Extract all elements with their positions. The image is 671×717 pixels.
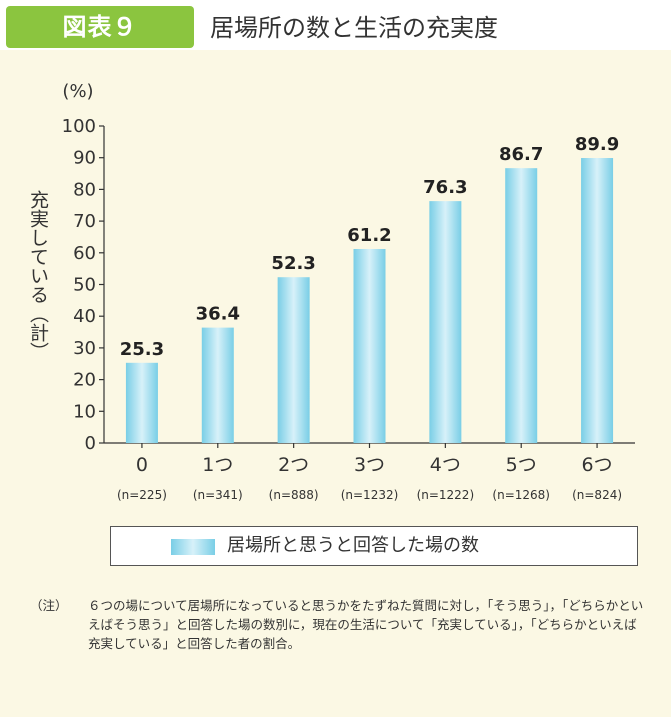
x-category-label: 2つ [278,454,309,476]
y-tick-label: 60 [73,243,96,264]
y-tick-label: 100 [62,116,96,137]
chart-legend: 居場所と思うと回答した場の数 [110,526,638,566]
x-category-label: 4つ [430,454,461,476]
bar [353,248,386,443]
x-sample-size-label: (n=225) [117,488,167,502]
x-category-label: 1つ [202,454,233,476]
x-sample-size-label: (n=1222) [417,488,475,502]
x-category-label: 3つ [354,454,385,476]
y-axis-title: 充実している（計） [27,190,49,361]
x-category-label: 5つ [506,454,537,476]
bar [125,362,158,443]
x-category-label: 0 [136,454,148,476]
bar-value-label: 52.3 [271,253,315,274]
figure-title: 居場所の数と生活の充実度 [210,14,498,42]
legend-label: 居場所と思うと回答した場の数 [227,535,479,556]
y-tick-label: 90 [73,148,96,169]
bar-value-label: 61.2 [347,225,391,246]
bar [201,327,234,443]
bar-value-label: 36.4 [196,304,240,325]
note-marker: （注） [30,598,68,613]
figure-number-badge: 図表９ [6,6,194,48]
bar-value-label: 25.3 [120,339,164,360]
bar [581,158,614,443]
y-tick-label: 40 [73,306,96,327]
y-tick-label: 10 [73,401,96,422]
bar [277,277,310,443]
y-tick-label: 50 [73,275,96,296]
note-text: ６つの場について居場所になっていると思うかをたずねた質問に対し，「そう思う」，「… [88,598,644,651]
y-tick-label: 0 [85,433,96,454]
x-sample-size-label: (n=824) [572,488,622,502]
y-tick-label: 70 [73,211,96,232]
y-tick-label: 20 [73,370,96,391]
bar [505,168,538,443]
y-unit-label: (%) [62,81,93,102]
bar-chart: (%) 充実している（計） 0 10 20 30 40 50 60 70 80 90 100 25.… [27,81,635,502]
x-sample-size-label: (n=888) [269,488,319,502]
x-category-label: 6つ [582,454,613,476]
bar-value-label: 76.3 [423,177,467,198]
bar-value-label: 89.9 [575,134,619,155]
bar [429,201,462,443]
x-sample-size-label: (n=341) [193,488,243,502]
y-tick-label: 30 [73,338,96,359]
bar-value-label: 86.7 [499,144,543,165]
figure-header: 図表９ 居場所の数と生活の充実度 [0,0,671,50]
legend-swatch [171,539,215,555]
y-tick-label: 80 [73,179,96,200]
x-sample-size-label: (n=1232) [341,488,399,502]
x-sample-size-label: (n=1268) [492,488,550,502]
